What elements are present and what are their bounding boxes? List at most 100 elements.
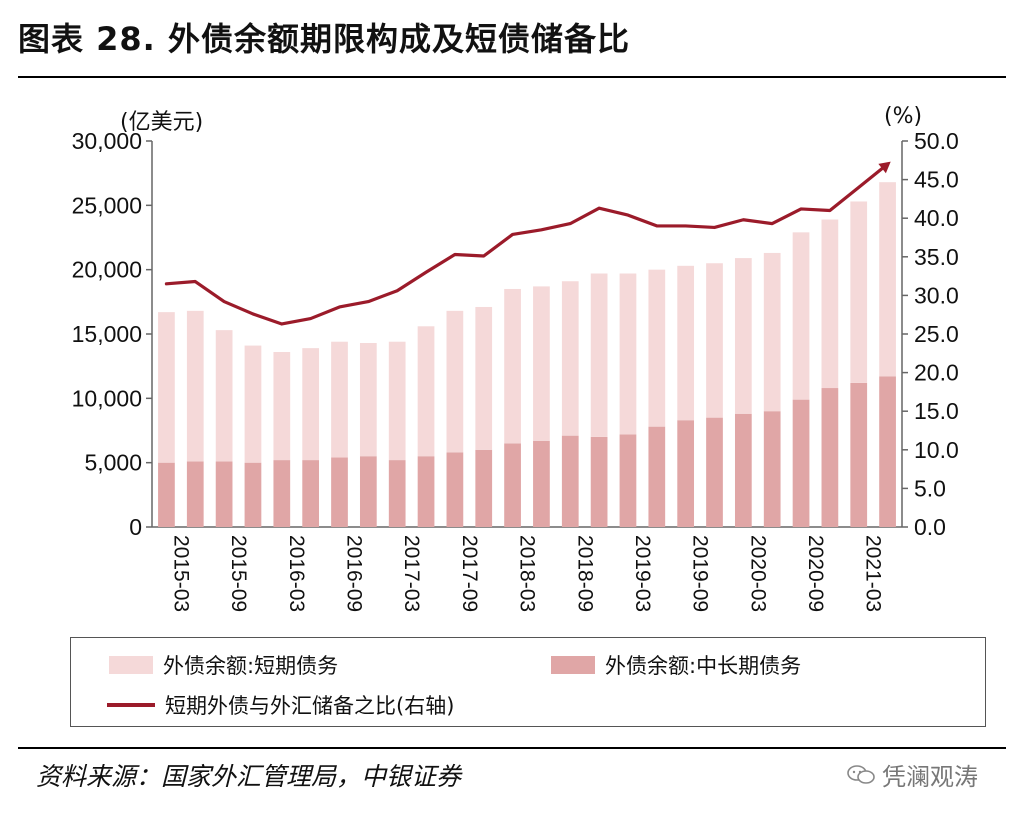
left-tick-label: 20,000 — [72, 257, 142, 283]
bar-short-term-debt — [850, 201, 868, 383]
bar-short-term-debt — [158, 312, 175, 463]
bar-long-term-debt — [648, 426, 666, 527]
bar-short-term-debt — [561, 281, 579, 436]
bar-short-term-debt — [734, 258, 752, 414]
left-tick-label: 25,000 — [72, 192, 142, 218]
bar-short-term-debt — [446, 310, 464, 453]
bar-long-term-debt — [533, 440, 550, 527]
source-divider — [18, 747, 1006, 749]
bar-long-term-debt — [302, 460, 320, 527]
right-tick-label: 50.0 — [914, 128, 959, 154]
short-debt-swatch — [109, 656, 153, 674]
chart-title: 图表 28. 外债余额期限构成及短债储备比 — [18, 20, 630, 58]
left-tick-label: 15,000 — [72, 321, 142, 347]
bar-short-term-debt — [417, 326, 435, 457]
bar-short-term-debt — [590, 273, 608, 437]
left-tick-label: 5,000 — [84, 450, 142, 476]
x-tick-label: 2015-03 — [169, 535, 192, 612]
bar-short-term-debt — [792, 232, 810, 400]
bar-long-term-debt — [619, 434, 637, 527]
watermark-text: 凭澜观涛 — [882, 763, 978, 791]
bar-short-term-debt — [677, 265, 695, 421]
legend-label-long-debt: 外债余额:中长期债务 — [605, 654, 802, 678]
left-tick-label: 0 — [129, 514, 142, 540]
bar-short-term-debt — [359, 343, 377, 457]
bar-long-term-debt — [331, 457, 348, 527]
bar-short-term-debt — [763, 252, 781, 412]
bar-long-term-debt — [417, 456, 435, 527]
right-tick-label: 20.0 — [914, 360, 959, 386]
bar-long-term-debt — [446, 452, 464, 527]
ratio-line — [164, 162, 890, 326]
bar-long-term-debt — [821, 388, 839, 527]
legend-label-ratio: 短期外债与外汇储备之比(右轴) — [165, 694, 455, 718]
right-tick-label: 35.0 — [914, 244, 959, 270]
bar-long-term-debt — [879, 376, 896, 527]
bar-long-term-debt — [677, 420, 695, 527]
bar-short-term-debt — [186, 310, 204, 462]
bar-short-term-debt — [331, 341, 348, 458]
bar-long-term-debt — [561, 435, 579, 527]
bar-short-term-debt — [244, 345, 262, 463]
x-tick-label: 2019-09 — [689, 535, 712, 612]
legend-item-long-debt: 外债余额:中长期债务 — [551, 650, 801, 680]
bar-short-term-debt — [648, 269, 666, 427]
bar-long-term-debt — [850, 382, 868, 527]
x-tick-label: 2018-09 — [573, 535, 596, 612]
bar-long-term-debt — [504, 443, 521, 527]
bar-long-term-debt — [273, 460, 291, 527]
bar-short-term-debt — [273, 352, 291, 461]
x-tick-label: 2021-03 — [862, 535, 885, 612]
bar-short-term-debt — [388, 341, 406, 461]
x-tick-label: 2020-03 — [746, 535, 769, 612]
right-tick-label: 30.0 — [914, 282, 959, 308]
bar-long-term-debt — [186, 461, 204, 527]
wechat-icon — [847, 764, 875, 784]
bar-short-term-debt — [533, 286, 550, 441]
bar-short-term-debt — [619, 273, 637, 435]
right-tick-label: 10.0 — [914, 437, 959, 463]
bar-short-term-debt — [821, 219, 839, 389]
right-tick-label: 15.0 — [914, 398, 959, 424]
bar-short-term-debt — [504, 288, 521, 444]
bar-long-term-debt — [475, 449, 493, 527]
title-divider — [18, 76, 1006, 78]
legend-item-ratio: 短期外债与外汇储备之比(右轴) — [107, 690, 454, 720]
right-tick-label: 25.0 — [914, 321, 959, 347]
x-tick-label: 2017-03 — [400, 535, 423, 612]
bar-long-term-debt — [763, 411, 781, 527]
long-debt-swatch — [551, 656, 595, 674]
bar-long-term-debt — [158, 462, 175, 527]
bar-long-term-debt — [359, 456, 377, 527]
ratio-line-swatch — [107, 703, 155, 707]
bar-long-term-debt — [388, 460, 406, 527]
right-tick-label: 0.0 — [914, 514, 946, 540]
bar-long-term-debt — [215, 461, 233, 527]
x-tick-label: 2016-03 — [285, 535, 308, 612]
ratio-line-arrowhead — [878, 161, 891, 174]
bar-short-term-debt — [215, 330, 233, 462]
bar-long-term-debt — [792, 399, 810, 527]
chart-legend: 外债余额:短期债务 外债余额:中长期债务 短期外债与外汇储备之比(右轴) — [70, 637, 986, 727]
right-tick-label: 45.0 — [914, 167, 959, 193]
legend-item-short-debt: 外债余额:短期债务 — [109, 650, 338, 680]
x-tick-label: 2015-09 — [227, 535, 250, 612]
bar-long-term-debt — [734, 413, 752, 527]
x-tick-label: 2016-09 — [343, 535, 366, 612]
right-tick-label: 5.0 — [914, 475, 946, 501]
chart-area: 0 5,000 10,000 15,000 20,000 25,000 30,000 0.0 5… — [72, 128, 959, 612]
bar-long-term-debt — [590, 436, 608, 527]
bar-short-term-debt — [302, 348, 320, 461]
bar-long-term-debt — [706, 417, 723, 527]
legend-label-short-debt: 外债余额:短期债务 — [163, 654, 339, 678]
left-tick-label: 30,000 — [72, 128, 142, 154]
right-axis-unit: (%) — [884, 104, 923, 129]
bar-long-term-debt — [244, 462, 262, 527]
left-tick-label: 10,000 — [72, 385, 142, 411]
x-tick-label: 2020-09 — [804, 535, 827, 612]
right-tick-label: 40.0 — [914, 205, 959, 231]
x-tick-label: 2017-09 — [458, 535, 481, 612]
watermark: 凭澜观涛 — [846, 757, 978, 792]
source-note: 资料来源：国家外汇管理局，中银证券 — [36, 762, 462, 791]
bar-short-term-debt — [706, 263, 723, 418]
